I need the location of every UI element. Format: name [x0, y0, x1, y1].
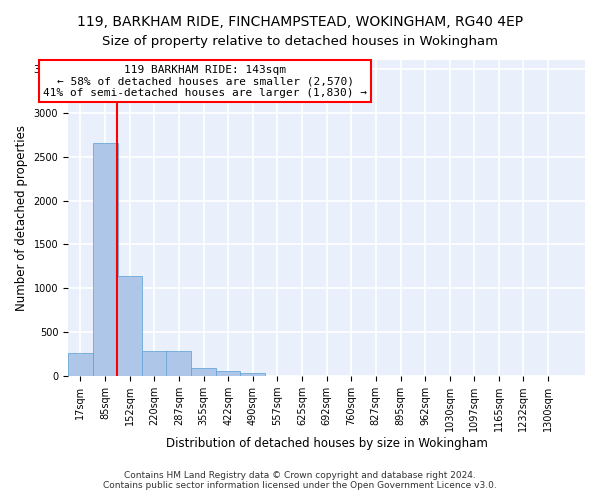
Y-axis label: Number of detached properties: Number of detached properties — [15, 125, 28, 311]
Bar — [241, 373, 265, 376]
Bar — [117, 276, 142, 376]
Bar — [68, 352, 93, 376]
X-axis label: Distribution of detached houses by size in Wokingham: Distribution of detached houses by size … — [166, 437, 487, 450]
Bar — [215, 371, 241, 376]
Bar — [142, 351, 167, 376]
Text: Size of property relative to detached houses in Wokingham: Size of property relative to detached ho… — [102, 35, 498, 48]
Bar — [93, 144, 118, 376]
Text: Contains HM Land Registry data © Crown copyright and database right 2024.
Contai: Contains HM Land Registry data © Crown c… — [103, 470, 497, 490]
Text: 119 BARKHAM RIDE: 143sqm
← 58% of detached houses are smaller (2,570)
41% of sem: 119 BARKHAM RIDE: 143sqm ← 58% of detach… — [43, 64, 367, 98]
Bar — [166, 351, 191, 376]
Text: 119, BARKHAM RIDE, FINCHAMPSTEAD, WOKINGHAM, RG40 4EP: 119, BARKHAM RIDE, FINCHAMPSTEAD, WOKING… — [77, 15, 523, 29]
Bar — [191, 368, 216, 376]
